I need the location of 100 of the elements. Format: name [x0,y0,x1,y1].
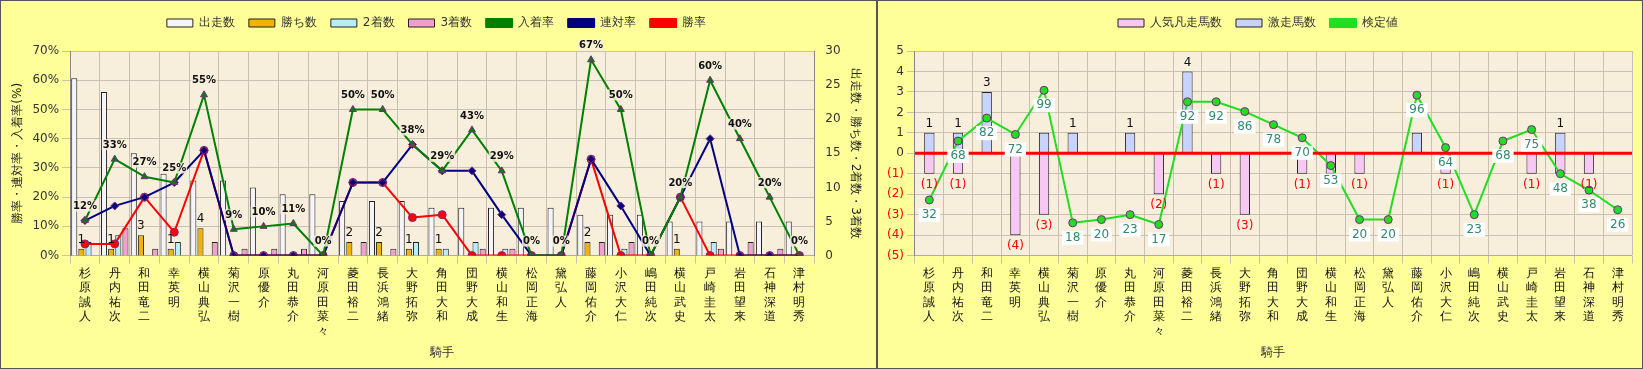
data-label: 1 [1126,115,1134,130]
y-tick-label: (5) [887,247,904,262]
x-tick-label: 原優介 [1095,265,1108,309]
x-tick-label: 戸崎圭太 [704,265,717,324]
legend-label: 激走馬数 [1268,15,1316,30]
x-tick-label: 菱田裕二 [1181,265,1194,324]
data-label: 25% [162,162,187,174]
x-tick-label: 丹内祐次 [108,265,121,324]
legend-label: 人気凡走馬数 [1150,15,1222,30]
x-tick-label: 角田大和 [436,265,449,324]
data-label: 1 [107,231,115,246]
data-label: (1) [1207,176,1225,191]
data-label: 50% [340,89,365,101]
data-label: 40% [727,118,752,130]
x-tick-label: 河原田菜々 [1152,265,1165,338]
data-label: (4) [1006,238,1024,253]
data-label: 32 [921,207,937,222]
data-label: (1) [1437,176,1455,191]
data-label: 33% [102,138,127,150]
data-label: 60% [698,59,723,71]
x-tick-label: 和田竜二 [980,265,993,324]
data-label: 2 [583,225,592,240]
data-label: 1 [925,115,934,130]
x-tick-label: 長浜鴻緒 [1209,265,1223,324]
data-label: 68 [950,148,966,163]
x-tick-label: 幸英明 [1009,265,1022,309]
y-tick-label: (2) [887,186,904,201]
x-tick-label: 津村明秀 [1610,265,1624,324]
y2-tick-label: 0 [825,247,833,262]
x-tick-label: 横山典弘 [198,265,212,324]
data-label: 78 [1265,131,1282,146]
y-tick-label: 60% [32,72,60,87]
x-tick-label: 丹内祐次 [952,265,965,324]
y-tick-label: 4 [896,63,904,78]
data-label: 17 [1151,231,1167,246]
x-tick-label: 大野拓弥 [405,265,419,324]
data-label: 70 [1294,144,1310,159]
data-label: 3 [137,218,145,233]
data-label: 23 [1122,221,1138,236]
legend-label: 検定値 [1362,15,1398,30]
data-label: 18 [1065,229,1081,244]
data-label: (1) [1523,176,1541,191]
x-tick-label: 松岡正海 [1353,265,1366,324]
x-tick-label: 黛弘人 [555,265,569,309]
data-label: 55% [192,74,217,86]
data-label: (3) [1236,217,1254,232]
data-label: 10% [251,205,276,217]
legend-label: 入着率 [518,15,555,30]
data-label: 72 [1007,141,1024,156]
x-tick-label: 岩田望来 [1554,265,1567,324]
data-label: 1 [166,231,175,246]
data-label: 99 [1036,97,1052,112]
x-tick-label: 横山和生 [1324,265,1337,324]
data-label: 96 [1409,102,1425,117]
data-label: 20 [1351,226,1368,241]
data-label: (1) [920,176,938,191]
x-tick-label: 団野大成 [1296,265,1309,324]
y-tick-label: 2 [896,104,904,119]
data-label: 68 [1495,148,1511,163]
data-label: 1 [954,115,962,130]
data-label: 12% [72,200,97,212]
data-label: 1 [434,231,443,246]
x-tick-label: 長浜鴻緒 [375,265,389,324]
legend-label: 3着数 [440,15,473,30]
data-label: 38% [400,124,425,136]
x-tick-label: 松岡正海 [525,265,538,324]
data-label: (1) [949,176,967,191]
legend-label: 出走数 [198,15,235,30]
y2-tick-label: 5 [825,213,833,228]
x-tick-label: 菊沢一樹 [227,265,240,324]
y-tick-label: 30% [32,160,60,175]
x-axis-title: 騎手 [429,344,455,359]
y2-tick-label: 25 [825,77,841,92]
x-tick-label: 和田竜二 [138,265,151,324]
x-tick-label: 横山武史 [674,265,687,324]
data-label: 0% [552,235,570,247]
data-label: 20% [757,176,782,188]
x-tick-label: 大野拓弥 [1237,265,1251,324]
x-tick-label: 幸英明 [168,265,181,309]
x-tick-label: 菱田裕二 [346,265,359,324]
x-tick-label: 杉原誠人 [922,265,936,324]
data-label: 3 [982,75,991,90]
x-tick-label: 菊沢一樹 [1066,265,1079,324]
x-tick-label: 団野大成 [465,265,478,324]
legend-label: 2着数 [362,15,395,30]
y-tick-label: 10% [32,218,60,233]
data-label: 50% [370,89,395,101]
y2-axis-title: 出走数・勝ち数・2着数・3着数 [848,67,863,239]
x-tick-label: 岩田望来 [733,265,746,324]
x-tick-label: 石神深道 [1582,265,1595,324]
data-label: 29% [430,150,455,162]
x-tick-label: 嶋田純次 [644,265,657,324]
x-tick-label: 丸田恭介 [287,265,300,324]
data-label: 86 [1237,118,1253,133]
x-tick-label: 戸崎圭太 [1525,265,1538,324]
data-label: (3) [1035,217,1053,232]
x-tick-label: 横山武史 [1496,265,1509,324]
y-tick-label: 3 [896,84,904,99]
data-label: 26 [1610,216,1626,231]
data-label: (1) [1351,176,1369,191]
